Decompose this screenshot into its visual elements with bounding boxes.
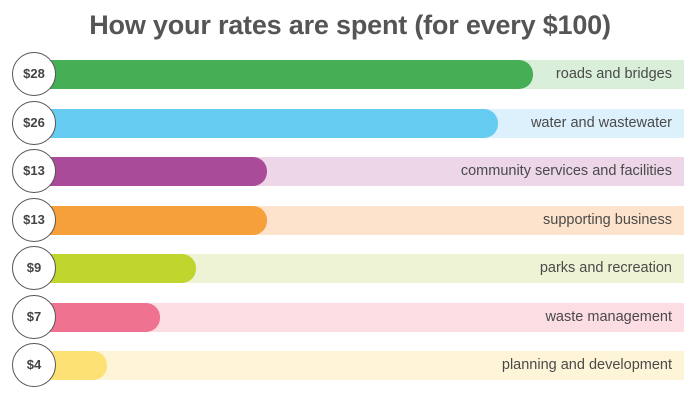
value-label: $9 <box>12 246 56 290</box>
bar <box>36 108 498 138</box>
value-label: $7 <box>12 294 56 339</box>
value-label: $4 <box>12 343 56 387</box>
bar-row: waste management $7 <box>0 291 700 343</box>
bar <box>36 60 533 89</box>
value-label: $13 <box>12 197 56 242</box>
bar <box>36 254 196 283</box>
category-label: community services and facilities <box>460 163 672 179</box>
bar-row: parks and recreation $9 <box>0 242 700 294</box>
category-label: roads and bridges <box>555 66 672 82</box>
category-label: water and wastewater <box>530 114 672 131</box>
category-label: waste management <box>545 308 672 325</box>
value-label: $13 <box>12 149 56 193</box>
bar <box>36 205 267 235</box>
value-label: $26 <box>12 100 56 145</box>
bar <box>36 302 160 332</box>
bar-row: community services and facilities $13 <box>0 145 700 197</box>
bar-row: supporting business $13 <box>0 194 700 246</box>
bar-row: roads and bridges $28 <box>0 48 700 100</box>
category-label: supporting business <box>543 211 672 228</box>
bar-track <box>36 351 684 380</box>
value-label: $28 <box>12 52 56 96</box>
chart-title: How your rates are spent (for every $100… <box>89 10 611 40</box>
bar <box>36 157 267 186</box>
bar-row: planning and development $4 <box>0 339 700 391</box>
category-label: planning and development <box>501 357 672 373</box>
bar-row: water and wastewater $26 <box>0 97 700 149</box>
category-label: parks and recreation <box>539 260 672 276</box>
